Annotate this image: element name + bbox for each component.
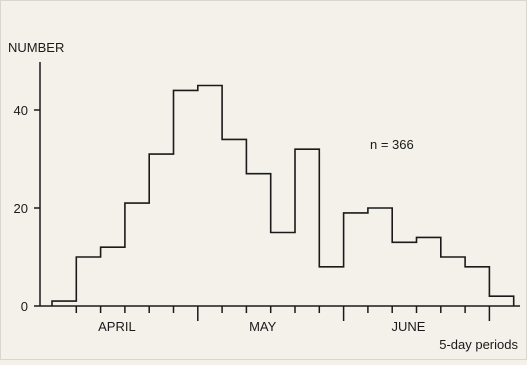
histogram-step-outline [51, 84, 515, 306]
histogram-bar [295, 149, 319, 306]
histogram-bar [198, 86, 222, 307]
histogram-bar [489, 296, 513, 306]
histogram-bar [344, 213, 368, 306]
histogram-bar [222, 139, 246, 306]
histogram-bar [101, 247, 125, 306]
histogram-bar [125, 203, 149, 306]
y-axis-label: NUMBER [8, 40, 64, 55]
histogram-bar [149, 154, 173, 306]
chart-marks: 0 20 40 APRIL MAY JUNE [14, 84, 515, 334]
x-tick-label-month: MAY [249, 319, 277, 334]
y-tick-label: 20 [14, 201, 28, 216]
x-axis-label: 5-day periods [439, 337, 518, 352]
histogram-bar [465, 267, 489, 306]
histogram-bar [271, 233, 295, 307]
sample-size-annotation: n = 366 [370, 137, 414, 152]
x-tick-label-month: APRIL [98, 319, 136, 334]
x-tick-label-month: JUNE [392, 319, 426, 334]
y-tick-label: 0 [21, 299, 28, 314]
y-tick-label: 40 [14, 103, 28, 118]
histogram-bar [441, 257, 465, 306]
histogram-bar [174, 90, 198, 306]
histogram-bar [76, 257, 100, 306]
histogram-bar [246, 174, 270, 306]
histogram-bar [417, 237, 441, 306]
histogram-bar [368, 208, 392, 306]
histogram-bar [319, 267, 343, 306]
histogram-bar [392, 242, 416, 306]
